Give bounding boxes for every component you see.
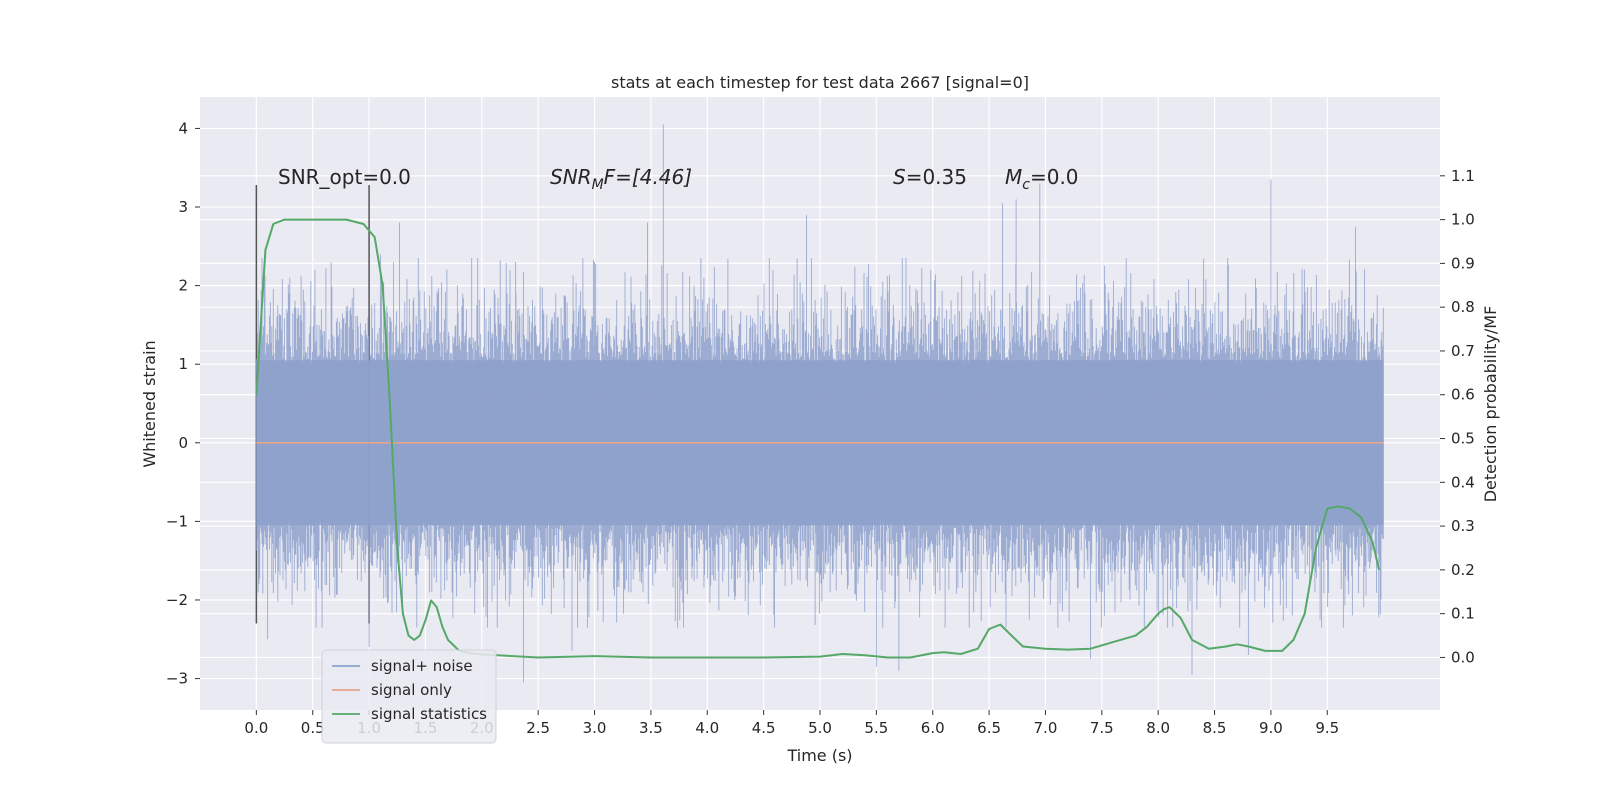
y-tick-label: −1 <box>166 512 188 530</box>
y2-axis-label: Detection probability/MF <box>1481 306 1500 503</box>
y2-tick-label: 0.1 <box>1451 605 1475 623</box>
y2-tick-label: 0.9 <box>1451 254 1475 272</box>
x-tick-label: 8.5 <box>1203 719 1227 737</box>
legend-box <box>321 649 497 744</box>
annotation-s: S=0.35 <box>893 165 967 189</box>
x-axis-label: Time (s) <box>786 746 852 765</box>
x-tick-label: 0.0 <box>244 719 268 737</box>
x-tick-label: 2.5 <box>526 719 550 737</box>
annotation-mc-rest: =0.0 <box>1030 165 1079 189</box>
x-tick-label: 5.0 <box>808 719 832 737</box>
x-tick-label: 9.0 <box>1259 719 1283 737</box>
x-tick-label: 9.5 <box>1315 719 1339 737</box>
y-tick-label: 1 <box>178 355 188 373</box>
y-axis-ticks: −3 −2 −1 0 1 2 3 4 <box>166 119 200 688</box>
y-tick-label: 4 <box>178 119 188 137</box>
y2-tick-label: 0.7 <box>1451 342 1475 360</box>
annotation-mc-sub: c <box>1022 177 1030 193</box>
x-tick-label: 4.0 <box>695 719 719 737</box>
y2-tick-label: 0.2 <box>1451 561 1475 579</box>
y2-tick-label: 0.3 <box>1451 517 1475 535</box>
annotation-mc: Mc=0.0 <box>1005 165 1079 193</box>
y-tick-label: 2 <box>178 277 188 295</box>
annotation-snr-mf-rest: F=[4.46] <box>604 165 692 189</box>
annotation-snr-mf-sub: M <box>592 177 604 193</box>
x-tick-label: 8.0 <box>1146 719 1170 737</box>
annotation-snr-opt: SNR_opt=0.0 <box>278 165 411 189</box>
legend: signal+ noise signal only signal statist… <box>321 649 497 744</box>
y2-tick-label: 1.0 <box>1451 211 1475 229</box>
x-tick-label: 3.0 <box>583 719 607 737</box>
legend-label-signal-noise: signal+ noise <box>371 657 473 675</box>
x-tick-label: 6.5 <box>977 719 1001 737</box>
chart-title: stats at each timestep for test data 266… <box>611 73 1029 92</box>
x-tick-label: 6.0 <box>921 719 945 737</box>
y2-tick-label: 0.5 <box>1451 430 1475 448</box>
x-tick-label: 0.5 <box>301 719 325 737</box>
annotation-snr-mf-name: SNR <box>550 165 592 189</box>
y2-tick-label: 0.8 <box>1451 298 1475 316</box>
x-tick-label: 3.5 <box>639 719 663 737</box>
x-tick-label: 7.5 <box>1090 719 1114 737</box>
annotation-s-name: S <box>893 165 906 189</box>
y-tick-label: −3 <box>166 670 188 688</box>
y2-tick-label: 1.1 <box>1451 167 1475 185</box>
legend-label-signal-only: signal only <box>371 681 452 699</box>
y-tick-label: −2 <box>166 591 188 609</box>
legend-label-signal-statistics: signal statistics <box>371 705 487 723</box>
x-tick-label: 5.5 <box>864 719 888 737</box>
x-tick-label: 7.0 <box>1034 719 1058 737</box>
x-tick-label: 4.5 <box>752 719 776 737</box>
y2-axis-ticks: 0.0 0.1 0.2 0.3 0.4 0.5 0.6 0.7 0.8 0.9 1.0 1.1 <box>1440 167 1475 666</box>
annotation-mc-name: M <box>1005 165 1022 189</box>
annotation-s-rest: =0.35 <box>906 165 967 189</box>
series-lines <box>255 218 1384 659</box>
y-axis-label: Whitened strain <box>140 340 159 467</box>
y2-tick-label: 0.6 <box>1451 386 1475 404</box>
y-tick-label: 3 <box>178 198 188 216</box>
annotation-snr-mf: SNRMF=[4.46] <box>550 165 692 193</box>
y2-tick-label: 0.4 <box>1451 473 1475 491</box>
signal-statistics-line <box>255 218 1381 659</box>
y-tick-label: 0 <box>178 434 188 452</box>
y2-tick-label: 0.0 <box>1451 648 1475 666</box>
